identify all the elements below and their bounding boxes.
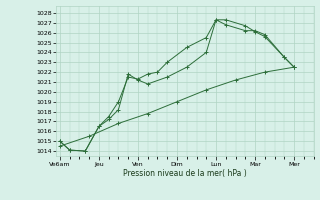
X-axis label: Pression niveau de la mer( hPa ): Pression niveau de la mer( hPa ) (123, 169, 247, 178)
